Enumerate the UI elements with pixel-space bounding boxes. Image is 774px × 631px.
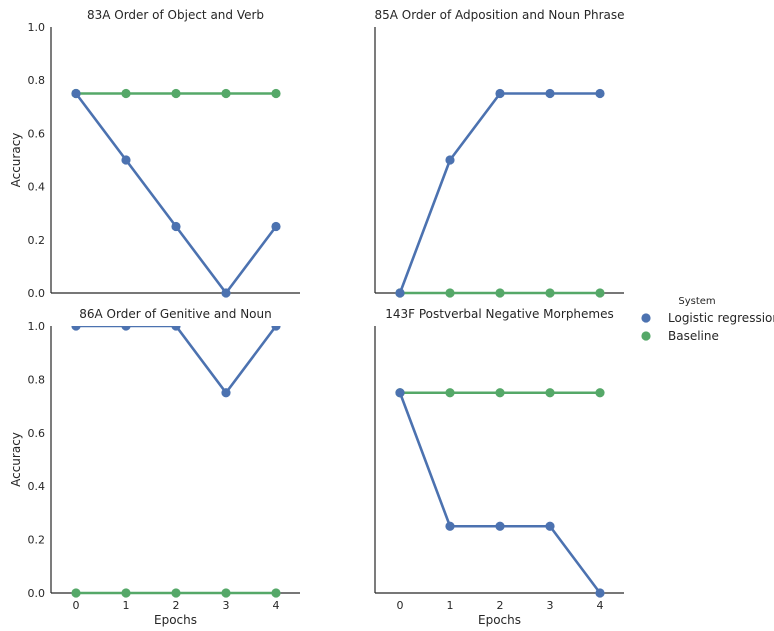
data-point bbox=[395, 288, 405, 298]
data-point bbox=[595, 88, 605, 99]
x-tick-label: 4 bbox=[273, 599, 280, 612]
series-line bbox=[398, 92, 600, 294]
data-point bbox=[221, 288, 231, 298]
panel-title: 86A Order of Genitive and Noun bbox=[79, 307, 271, 321]
panel-3: 86A Order of Genitive and Noun 0.0 0.2 0.4 0… bbox=[9, 307, 300, 627]
y-tick-label: 0.0 bbox=[28, 587, 46, 600]
legend-marker bbox=[641, 331, 651, 341]
data-point bbox=[545, 521, 555, 531]
data-point bbox=[121, 588, 131, 598]
y-tick-label: 0.6 bbox=[28, 127, 46, 140]
x-tick-label: 3 bbox=[547, 599, 554, 612]
series-logistic-regression bbox=[395, 88, 605, 298]
data-point bbox=[221, 88, 231, 99]
y-tick-label: 1.0 bbox=[28, 320, 46, 333]
data-point bbox=[495, 388, 505, 398]
series-line bbox=[398, 392, 602, 594]
data-point bbox=[171, 588, 181, 598]
legend: System Logistic regression Baseline bbox=[641, 296, 774, 343]
data-point bbox=[545, 388, 555, 398]
legend-label: Logistic regression bbox=[668, 311, 774, 325]
x-tick-label: 1 bbox=[447, 599, 454, 612]
data-point bbox=[545, 288, 555, 298]
series-logistic-regression bbox=[71, 326, 281, 398]
data-point bbox=[221, 588, 231, 598]
x-tick-label: 0 bbox=[73, 599, 80, 612]
data-point bbox=[495, 521, 505, 531]
data-point bbox=[121, 88, 131, 99]
data-point bbox=[271, 88, 281, 99]
data-point bbox=[121, 155, 131, 165]
panel-title: 83A Order of Object and Verb bbox=[87, 8, 264, 22]
x-tick-label: 1 bbox=[123, 599, 130, 612]
y-axis-label: Accuracy bbox=[9, 133, 23, 188]
data-point bbox=[595, 588, 605, 598]
data-point bbox=[171, 88, 181, 99]
y-tick-label: 0.8 bbox=[28, 74, 46, 87]
panel-title: 143F Postverbal Negative Morphemes bbox=[385, 307, 614, 321]
y-tick-label: 0.4 bbox=[28, 181, 46, 194]
y-axis-label: Accuracy bbox=[9, 432, 23, 487]
x-tick-label: 4 bbox=[597, 599, 604, 612]
legend-title: System bbox=[678, 296, 715, 307]
x-tick-label: 2 bbox=[497, 599, 504, 612]
y-tick-label: 0.2 bbox=[28, 234, 46, 247]
x-axis-label: Epochs bbox=[154, 613, 197, 627]
y-tick-label: 0.8 bbox=[28, 373, 46, 386]
y-tick-label: 0.2 bbox=[28, 534, 46, 547]
panel-1: 83A Order of Object and Verb 0.0 0.2 0.4 0.6… bbox=[9, 8, 300, 300]
data-point bbox=[71, 88, 81, 99]
data-point bbox=[595, 288, 605, 298]
series-baseline bbox=[71, 588, 281, 598]
data-point bbox=[171, 326, 181, 331]
data-point bbox=[121, 326, 131, 331]
panel-2: 85A Order of Adposition and Noun Phrase bbox=[374, 8, 625, 298]
data-point bbox=[221, 388, 231, 398]
y-tick-label: 0.4 bbox=[28, 480, 46, 493]
y-tick-label: 1.0 bbox=[28, 21, 46, 34]
panel-4: 143F Postverbal Negative Morphemes 0 1 2 3 4 E… bbox=[374, 307, 624, 627]
series-baseline bbox=[395, 388, 605, 398]
data-point bbox=[271, 326, 281, 331]
data-point bbox=[495, 88, 505, 99]
data-point bbox=[445, 521, 455, 531]
panel-title: 85A Order of Adposition and Noun Phrase bbox=[374, 8, 624, 22]
y-tick-label: 0.0 bbox=[28, 287, 46, 300]
legend-marker bbox=[641, 313, 651, 323]
data-point bbox=[445, 155, 455, 165]
data-point bbox=[445, 388, 455, 398]
data-point bbox=[545, 88, 555, 99]
data-point bbox=[71, 588, 81, 598]
series-baseline bbox=[395, 288, 605, 298]
x-tick-label: 2 bbox=[173, 599, 180, 612]
data-point bbox=[495, 288, 505, 298]
data-point bbox=[445, 288, 455, 298]
data-point bbox=[271, 588, 281, 598]
data-point bbox=[71, 326, 81, 331]
x-tick-label: 0 bbox=[397, 599, 404, 612]
data-point bbox=[395, 388, 405, 398]
data-point bbox=[271, 221, 281, 232]
series-logistic-regression bbox=[395, 388, 605, 598]
x-axis-label: Epochs bbox=[478, 613, 521, 627]
y-tick-label: 0.6 bbox=[28, 427, 46, 440]
x-tick-label: 3 bbox=[223, 599, 230, 612]
series-baseline bbox=[71, 88, 281, 99]
series-line bbox=[74, 92, 278, 295]
data-point bbox=[171, 221, 181, 232]
series-logistic-regression bbox=[71, 88, 281, 298]
legend-label: Baseline bbox=[668, 329, 719, 343]
data-point bbox=[595, 388, 605, 398]
series-line bbox=[76, 326, 278, 395]
